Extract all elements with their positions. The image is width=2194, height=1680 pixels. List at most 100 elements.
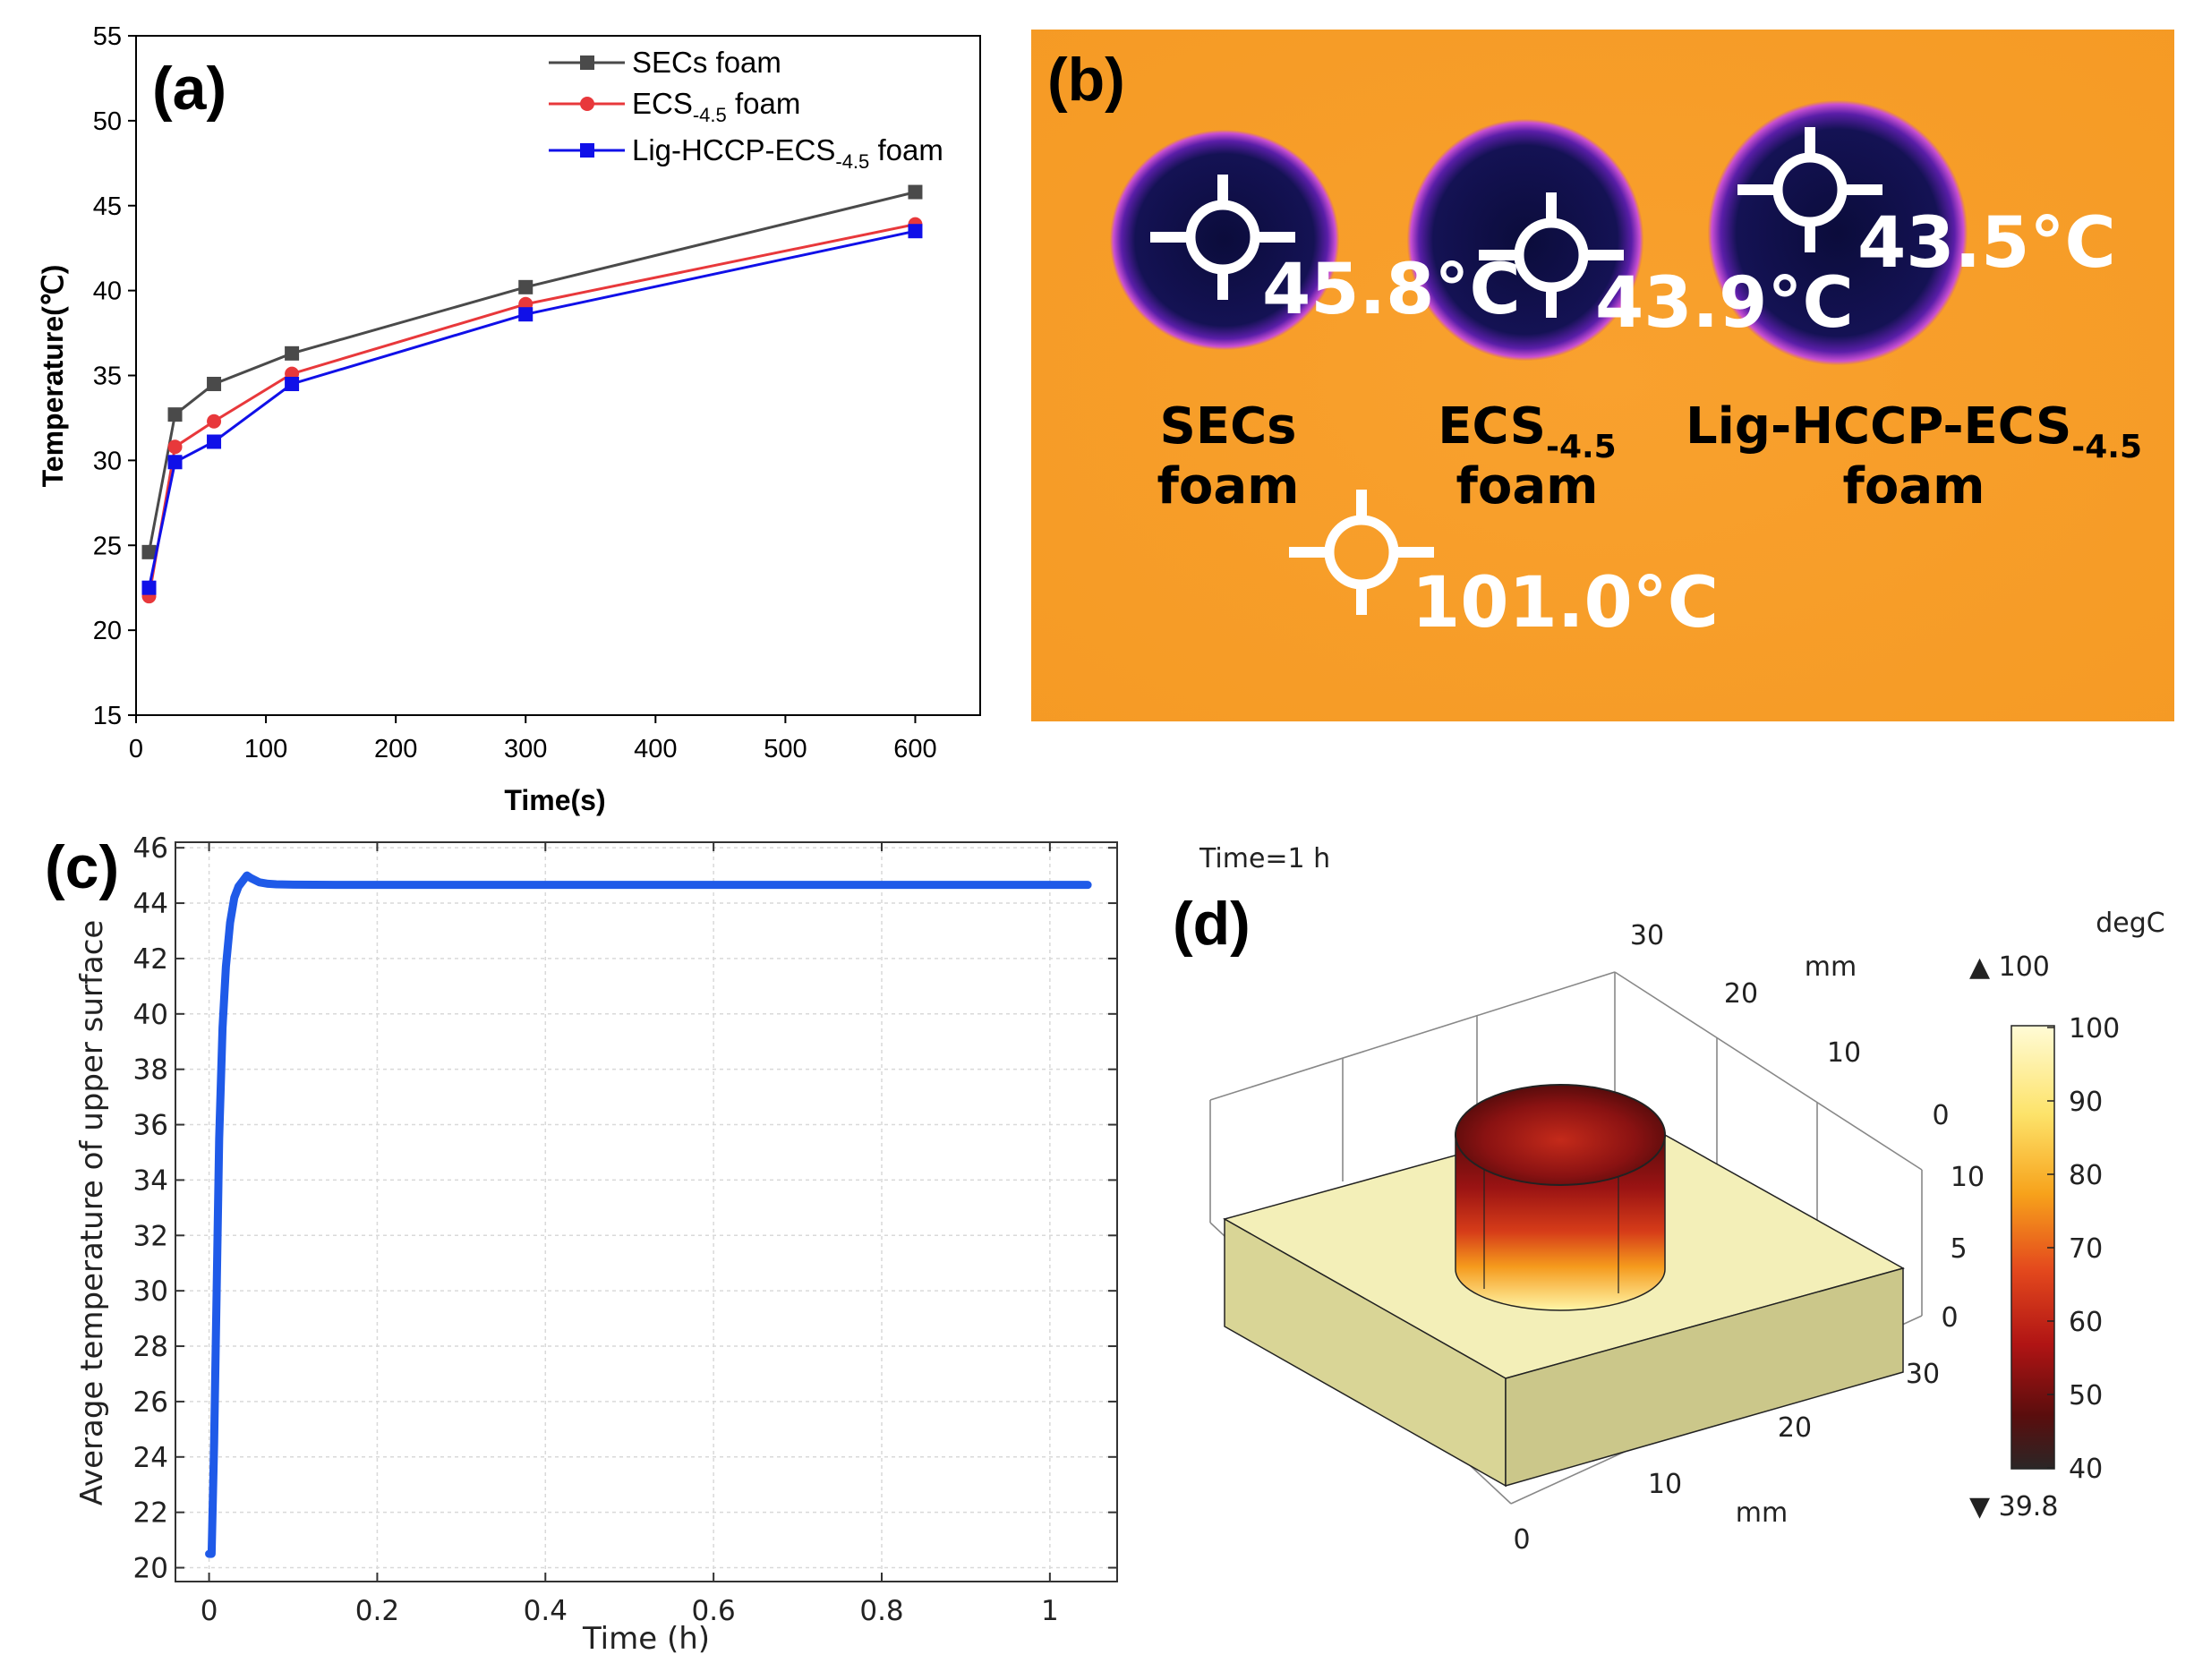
y-tick-label: 24 [133, 1442, 168, 1474]
y-tick-label: 36 [133, 1110, 168, 1142]
x-tick-label: 0.4 [524, 1595, 568, 1627]
y-ticks: 15 20 25 30 35 40 45 50 55 [93, 22, 136, 730]
panel-label-c: (c) [45, 833, 119, 901]
series-line [148, 191, 916, 553]
y-tick-label: 26 [133, 1386, 168, 1419]
y-tick-label: 32 [133, 1220, 168, 1252]
axis-tick: 0 [1513, 1524, 1530, 1556]
data-point [167, 455, 183, 470]
data-point [207, 434, 222, 449]
data-point [141, 544, 157, 559]
legend-label: SECs foam [632, 46, 781, 79]
y-tick-label: 45 [93, 192, 122, 221]
panel-label-a: (a) [152, 55, 226, 123]
panel-d-simulation: Time=1 h (d) 30 mm 20 10 0 [1173, 843, 2165, 1556]
temperature-reading: 45.8°C [1262, 250, 1521, 330]
axis-unit: mm [1736, 1497, 1788, 1529]
temperature-reading: 101.0°C [1412, 563, 1719, 644]
crosshair-icon [1737, 127, 1882, 252]
x-tick-label: 0 [201, 1595, 218, 1627]
axis-tick: 5 [1950, 1233, 1967, 1265]
x-axis-label: Time (h) [582, 1621, 710, 1657]
x-tick-label: 400 [634, 735, 677, 763]
axis-tick: 10 [1951, 1162, 1985, 1193]
cylinder-top [1455, 1084, 1666, 1186]
colorbar-tick-label: 60 [2069, 1307, 2103, 1338]
y-tick-label: 22 [133, 1497, 168, 1530]
colorbar-tick-label: 40 [2069, 1454, 2103, 1485]
y-tick-label: 25 [93, 532, 122, 560]
axis-tick: 10 [1648, 1469, 1682, 1500]
panel-a-chart: 15 20 25 30 35 40 45 50 55 0 100 200 300 400 500 600 (… [37, 22, 981, 816]
data-point [518, 307, 534, 322]
data-point [141, 580, 157, 595]
axis-tick: 30 [1630, 920, 1664, 951]
x-tick-label: 0.2 [355, 1595, 399, 1627]
y-tick-label: 30 [133, 1275, 168, 1308]
y-tick-label: 50 [93, 107, 122, 136]
grid [175, 842, 1117, 1582]
y-axis-label: Temperature(℃) [37, 265, 69, 488]
colorbar-tick-label: 50 [2069, 1380, 2103, 1411]
colorbar-tick-label: 90 [2069, 1087, 2103, 1118]
legend-label: Lig-HCCP-ECS-4.5 foam [632, 133, 943, 173]
panel-label-d: (d) [1173, 890, 1251, 958]
x-axis-label: Time(s) [504, 784, 605, 816]
legend: SECs foam ECS-4.5 foam Lig-HCCP-ECS-4.5 fo… [549, 46, 943, 173]
data-point [908, 224, 923, 239]
sample-label: SECs [1159, 397, 1296, 456]
y-tick-label: 40 [133, 999, 168, 1031]
x-tick-label: 0 [129, 735, 143, 763]
y-tick-label: 30 [93, 447, 122, 475]
series-group [205, 871, 1092, 1558]
plot-frame [175, 841, 1118, 1582]
x-ticks: 0 100 200 300 400 500 600 [129, 715, 937, 763]
y-tick-label: 40 [93, 277, 122, 306]
colorbar-unit: degC [2096, 908, 2165, 939]
colorbar-min: ▼ 39.8 [1969, 1491, 2058, 1522]
y-tick-label: 28 [133, 1331, 168, 1363]
axis-unit: mm [1805, 951, 1857, 983]
time-label: Time=1 h [1199, 843, 1330, 874]
colorbar-max: ▲ 100 [1969, 951, 2050, 983]
data-point [207, 376, 222, 391]
y-tick-label: 42 [133, 943, 168, 976]
x-tick-label: 500 [764, 735, 807, 763]
axis-tick: 30 [1906, 1359, 1940, 1390]
axis-tick: 0 [1932, 1100, 1949, 1131]
x-tick-label: 600 [893, 735, 936, 763]
axis-tick: 10 [1827, 1037, 1861, 1069]
panel-label-b: (b) [1047, 46, 1125, 114]
y-tick-label: 20 [133, 1553, 168, 1585]
series-group [141, 184, 923, 604]
axis-tick: 20 [1778, 1412, 1812, 1444]
x-tick-label: 1 [1041, 1595, 1059, 1627]
axis-tick: 20 [1724, 978, 1758, 1010]
legend-marker [580, 97, 594, 111]
colorbar-tick-label: 80 [2069, 1160, 2103, 1191]
x-ticks: 0 0.2 0.4 0.6 0.8 1 [201, 842, 1059, 1627]
y-tick-label: 20 [93, 617, 122, 645]
colorbar-tick-label: 100 [2069, 1013, 2120, 1045]
base-slab-side [1505, 1267, 1904, 1487]
y-axis-label: Average temperature of upper surface [74, 920, 110, 1506]
panel-b-thermal-image: 45.8°C 43.9°C 43.5°C 101.0°C SECs foam E… [1031, 30, 2174, 721]
x-tick-label: 100 [244, 735, 287, 763]
data-point [167, 407, 183, 422]
plot-frame [135, 35, 981, 716]
temperature-reading: 43.9°C [1595, 263, 1854, 344]
legend-label: ECS-4.5 foam [632, 87, 800, 126]
legend-marker [580, 143, 594, 158]
sample-spot-secs [1110, 130, 1339, 350]
colorbar-ticks: 100 90 80 70 60 50 40 [2047, 1013, 2120, 1485]
data-point [518, 279, 534, 294]
data-point [167, 439, 183, 455]
y-tick-label: 38 [133, 1054, 168, 1087]
crosshair-icon [1150, 175, 1295, 300]
sample-label: foam [1843, 457, 1985, 516]
crosshair-icon [1289, 490, 1434, 615]
sample-label: foam [1456, 457, 1599, 516]
y-ticks: 20 22 24 26 28 30 32 34 36 38 40 42 44 46 [133, 832, 1117, 1585]
crosshair-icon [1479, 192, 1624, 318]
axis-tick: 0 [1941, 1302, 1958, 1334]
